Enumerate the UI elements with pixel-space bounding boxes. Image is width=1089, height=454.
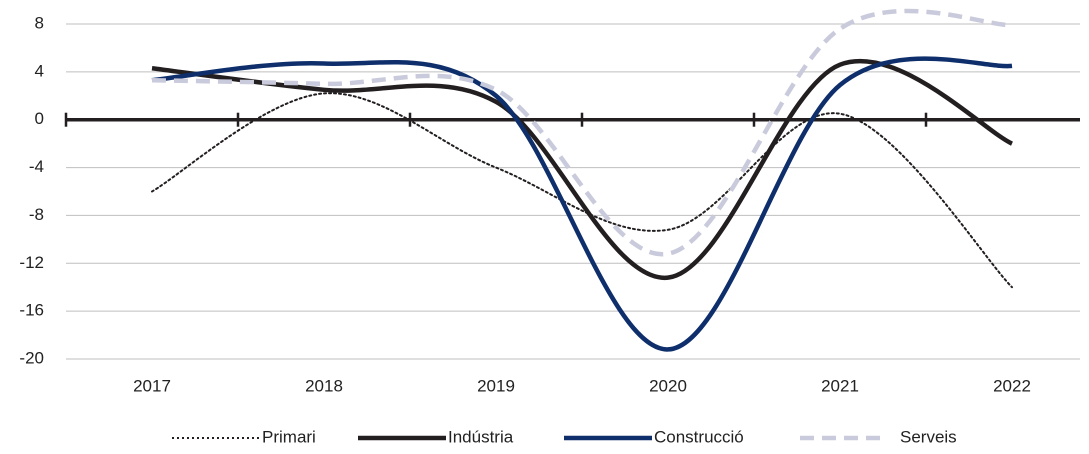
y-tick-label: -8 [29,205,44,224]
legend-label: Primari [262,427,316,446]
series-line [151,92,1013,289]
series-line [151,58,1014,280]
y-tick-label: -20 [19,348,44,367]
series-line [151,8,1013,257]
legend-label: Serveis [900,427,957,446]
x-tick-label: 2018 [305,376,343,395]
legend-label: Indústria [448,427,514,446]
x-tick-label: 2019 [477,376,515,395]
y-tick-label: 4 [35,61,44,80]
y-tick-label: 8 [35,13,44,32]
x-tick-label: 2022 [993,376,1031,395]
y-tick-label: -12 [19,253,44,272]
y-tick-label: -16 [19,301,44,320]
series-line [151,56,1013,352]
x-tick-label: 2020 [649,376,687,395]
x-tick-label: 2017 [133,376,171,395]
y-tick-label: -4 [29,157,44,176]
legend-label: Construcció [654,427,744,446]
y-tick-label: 0 [35,109,44,128]
x-tick-label: 2021 [821,376,859,395]
